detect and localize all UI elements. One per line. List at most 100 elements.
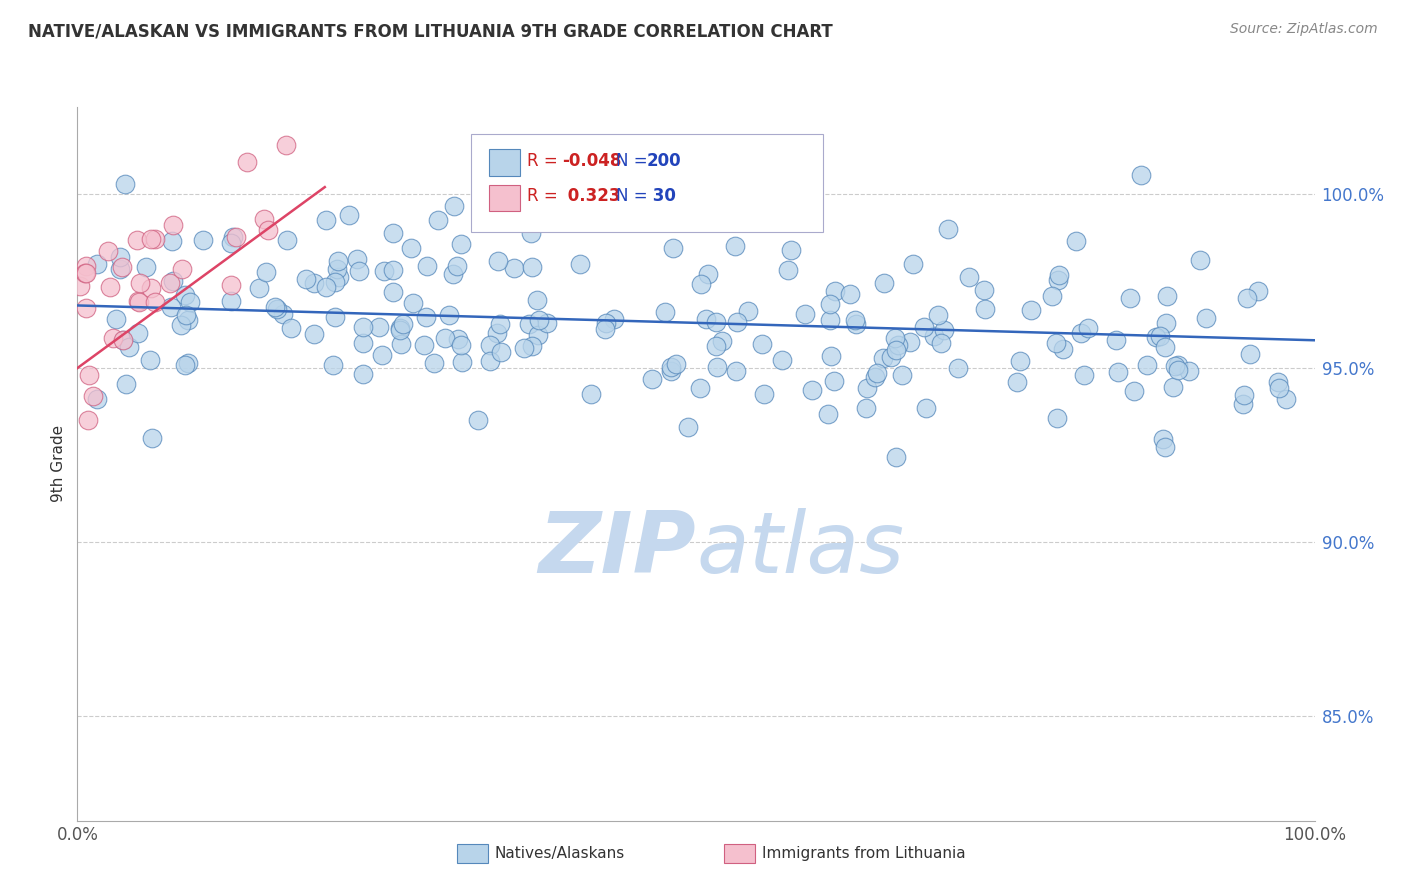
Point xyxy=(697,267,720,281)
Point xyxy=(873,276,896,290)
Point xyxy=(704,339,727,353)
Point xyxy=(1275,392,1298,406)
Point xyxy=(280,321,302,335)
Point xyxy=(346,252,368,266)
Point xyxy=(86,392,108,407)
Point xyxy=(676,419,699,434)
Point xyxy=(1010,353,1032,368)
Point xyxy=(884,343,907,357)
Point xyxy=(172,262,194,277)
Point xyxy=(929,336,952,351)
Point xyxy=(69,278,91,293)
Point xyxy=(434,331,457,345)
Text: NATIVE/ALASKAN VS IMMIGRANTS FROM LITHUANIA 9TH GRADE CORRELATION CHART: NATIVE/ALASKAN VS IMMIGRANTS FROM LITHUA… xyxy=(28,22,832,40)
Point xyxy=(973,283,995,297)
Text: R =: R = xyxy=(527,187,564,205)
Point xyxy=(886,338,908,352)
Point xyxy=(770,353,793,368)
Point xyxy=(108,262,131,277)
Point xyxy=(450,338,472,352)
Point xyxy=(236,154,259,169)
Point xyxy=(219,236,242,251)
Point xyxy=(381,285,404,299)
Point xyxy=(174,359,197,373)
Point xyxy=(139,352,162,367)
Point xyxy=(323,276,346,290)
Point xyxy=(1045,335,1067,350)
Point xyxy=(118,340,141,354)
Point xyxy=(915,401,938,415)
Point xyxy=(1119,292,1142,306)
Point xyxy=(1046,410,1069,425)
Point xyxy=(450,355,472,369)
Point xyxy=(725,315,748,329)
Point xyxy=(111,260,134,275)
Point xyxy=(1154,440,1177,454)
Point xyxy=(266,301,288,316)
Point xyxy=(595,316,617,330)
Point xyxy=(780,244,803,258)
Point xyxy=(536,316,558,330)
Point xyxy=(276,233,298,247)
Point xyxy=(253,212,276,227)
Y-axis label: 9th Grade: 9th Grade xyxy=(51,425,66,502)
Text: ZIP: ZIP xyxy=(538,508,696,591)
Text: atlas: atlas xyxy=(696,508,904,591)
Point xyxy=(880,351,903,365)
Point xyxy=(389,337,412,351)
Point xyxy=(855,401,877,415)
Point xyxy=(1077,321,1099,335)
Point xyxy=(737,304,759,318)
Point xyxy=(1161,379,1184,393)
Point xyxy=(1129,168,1152,182)
Point xyxy=(302,276,325,290)
Point xyxy=(723,238,745,252)
Point xyxy=(665,357,688,371)
Point xyxy=(381,262,404,277)
Point xyxy=(401,296,423,310)
Point xyxy=(569,257,592,271)
Text: 0.323: 0.323 xyxy=(562,187,621,205)
Point xyxy=(141,432,163,446)
Point xyxy=(219,293,242,308)
Point xyxy=(1167,363,1189,377)
Point xyxy=(399,241,422,255)
Point xyxy=(527,313,550,327)
Point xyxy=(450,237,472,252)
Point xyxy=(1046,272,1069,286)
Point xyxy=(315,280,337,294)
Point xyxy=(98,279,121,293)
Point xyxy=(82,389,104,403)
Text: N =: N = xyxy=(616,152,652,169)
Point xyxy=(337,208,360,222)
Point xyxy=(845,317,868,331)
Point xyxy=(711,334,734,349)
Point xyxy=(659,364,682,378)
Text: Immigrants from Lithuania: Immigrants from Lithuania xyxy=(762,847,966,861)
Point xyxy=(886,450,908,464)
Point xyxy=(110,250,132,264)
Point xyxy=(912,320,935,334)
Text: Source: ZipAtlas.com: Source: ZipAtlas.com xyxy=(1230,22,1378,37)
Point xyxy=(135,260,157,274)
Point xyxy=(1070,326,1092,340)
Point xyxy=(776,262,799,277)
Point xyxy=(1156,289,1178,303)
Point xyxy=(890,368,912,382)
Point xyxy=(141,281,163,295)
Point xyxy=(522,260,544,275)
Point xyxy=(903,257,925,271)
Point xyxy=(865,366,887,380)
Point xyxy=(322,359,344,373)
Point xyxy=(519,227,541,241)
Point xyxy=(179,294,201,309)
Point xyxy=(706,360,728,375)
Point xyxy=(486,254,509,268)
Point xyxy=(898,334,921,349)
Point xyxy=(946,361,969,376)
Point xyxy=(486,326,509,340)
Point xyxy=(222,230,245,244)
Point xyxy=(315,213,337,227)
Point xyxy=(817,407,839,421)
Point xyxy=(143,232,166,246)
